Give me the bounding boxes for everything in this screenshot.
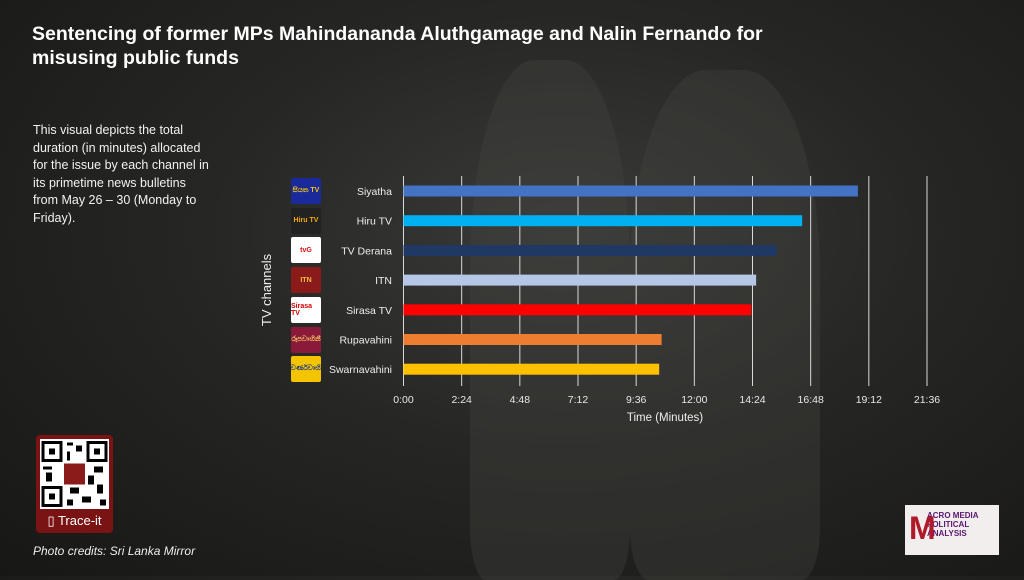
x-tick-label: 14:24 xyxy=(739,394,765,406)
x-axis-title: Time (Minutes) xyxy=(627,412,703,424)
x-tick-label: 21:36 xyxy=(914,394,940,406)
bar-tv-derana xyxy=(403,244,777,256)
channel-logo-hiru-tv: Hiru TV xyxy=(291,207,321,234)
x-tick-label: 9:36 xyxy=(626,394,647,406)
bar-rupavahini xyxy=(403,334,662,345)
trace-it-label[interactable]: ▯ Trace-it xyxy=(47,513,102,528)
x-tick-label: 7:12 xyxy=(568,394,589,406)
background-figure xyxy=(630,70,820,580)
x-tick-label: 2:24 xyxy=(451,394,472,406)
channel-logo-swarnavahini: ස්වර්ණවාහිනී xyxy=(291,356,321,383)
channel-logo-itn: ITN xyxy=(291,267,321,294)
x-tick-label: 0:00 xyxy=(393,394,414,406)
y-category-label: ITN xyxy=(375,275,392,287)
qr-code-card[interactable]: ▯ Trace-it xyxy=(36,435,113,533)
phone-icon: ▯ xyxy=(47,513,58,528)
x-tick-label: 16:48 xyxy=(798,394,824,406)
bar-itn xyxy=(403,274,757,286)
channel-logo-rupavahini: රූපවාහිනී xyxy=(291,326,321,353)
channel-logo-tv-derana: tvG xyxy=(291,237,321,264)
qr-code[interactable] xyxy=(40,439,109,509)
bar-siyatha xyxy=(403,185,858,197)
background-figure xyxy=(470,60,630,580)
channel-logo-sirasa-tv: Sirasa TV xyxy=(291,296,321,323)
acro-media-logo: M ACRO MEDIA POLITICAL ANALYSIS xyxy=(905,505,999,555)
bar-swarnavahini xyxy=(403,363,660,375)
photo-credits: Photo credits: Sri Lanka Mirror xyxy=(33,544,196,558)
bar-sirasa-tv xyxy=(403,304,752,316)
y-category-label: Rupavahini xyxy=(339,335,392,347)
page-title: Sentencing of former MPs Mahindananda Al… xyxy=(32,23,763,69)
x-tick-label: 12:00 xyxy=(681,394,707,406)
y-category-label: Sirasa TV xyxy=(346,305,392,317)
y-category-label: Hiru TV xyxy=(357,216,392,228)
y-axis-title: TV channels xyxy=(259,253,274,326)
description: This visual depicts the total duration (… xyxy=(33,123,209,225)
channel-logo-siyatha: සියත TV xyxy=(291,178,321,204)
x-tick-label: 19:12 xyxy=(856,394,882,406)
x-tick-label: 4:48 xyxy=(510,394,531,406)
y-category-label: Swarnavahini xyxy=(329,364,392,376)
y-category-label: TV Derana xyxy=(341,245,392,257)
bar-hiru-tv xyxy=(403,215,803,227)
y-category-label: Siyatha xyxy=(357,186,392,198)
